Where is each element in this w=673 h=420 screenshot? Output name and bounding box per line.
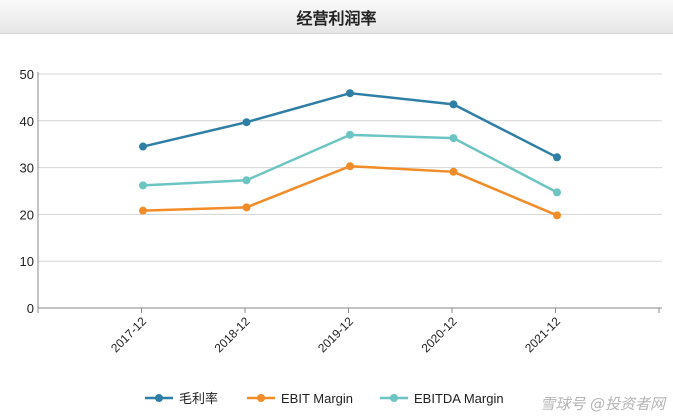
y-tick-label: 10	[20, 254, 34, 269]
data-point	[139, 206, 147, 215]
x-tick-label: 2020-12	[419, 314, 460, 355]
data-point	[553, 153, 561, 162]
legend-label: 毛利率	[179, 391, 218, 406]
legend-item: 毛利率	[145, 391, 218, 406]
y-tick-label: 0	[27, 301, 34, 316]
legend-label: EBITDA Margin	[414, 391, 504, 406]
legend-label: EBIT Margin	[281, 391, 353, 406]
data-point	[242, 176, 251, 185]
data-point	[449, 134, 458, 143]
chart-header: 经营利润率	[0, 0, 673, 34]
y-tick-label: 20	[20, 207, 34, 222]
y-axis-ticks: 0 10 20 30 40 50	[20, 67, 34, 316]
data-point	[553, 211, 561, 220]
legend: 毛利率 EBIT Margin EBITDA Margin	[145, 391, 504, 406]
data-point	[242, 118, 251, 127]
data-point	[346, 89, 354, 98]
data-point	[449, 100, 458, 109]
data-point	[346, 162, 354, 171]
x-tick-label: 2017-12	[108, 314, 149, 355]
series-1	[139, 89, 561, 162]
axes	[37, 72, 662, 313]
data-point	[139, 181, 147, 190]
x-tick-label: 2021-12	[522, 314, 563, 355]
data-point	[139, 142, 147, 151]
x-tick-label: 2018-12	[212, 314, 253, 355]
watermark: 雪球号 @投资者网	[540, 395, 665, 413]
data-point	[242, 203, 251, 212]
data-point	[553, 188, 561, 197]
y-tick-label: 30	[20, 161, 34, 176]
legend-swatch-marker	[257, 394, 265, 402]
series-line	[142, 164, 558, 217]
chart-title: 经营利润率	[296, 10, 377, 28]
legend-item: EBIT Margin	[247, 391, 353, 406]
series-3	[139, 130, 561, 197]
y-tick-label: 40	[20, 114, 34, 129]
series-line	[142, 91, 558, 159]
y-tick-label: 50	[20, 67, 34, 82]
x-tick-label: 2019-12	[315, 314, 356, 355]
data-point	[346, 130, 354, 139]
legend-swatch-marker	[155, 394, 163, 402]
series-group	[139, 89, 561, 220]
legend-item: EBITDA Margin	[380, 391, 504, 406]
x-axis-ticks: 2017-12 2018-12 2019-12 2020-12 2021-12	[108, 314, 563, 355]
series-2	[139, 162, 561, 220]
data-point	[449, 167, 458, 176]
legend-swatch-marker	[390, 394, 398, 402]
